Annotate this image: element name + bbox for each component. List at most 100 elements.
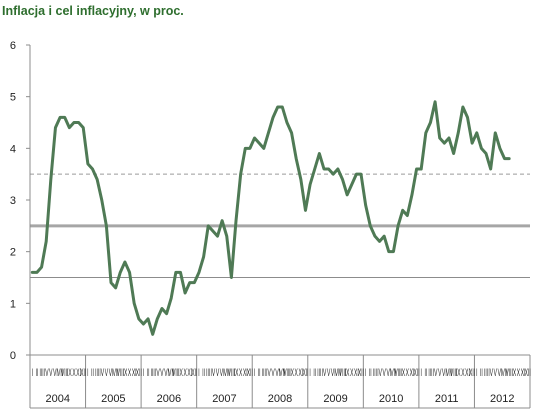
month-tick-2012-VIII: VIII [505,366,512,379]
month-tick-2004-II: II [36,366,39,379]
inflation-series-line [30,100,511,336]
month-tick-2005-II: II [91,366,94,379]
month-tick-2009-V: V [327,366,330,379]
month-tick-2005-XII: XII [136,366,142,379]
month-tick-2007-I: I [198,366,199,379]
month-tick-2012-VII: VII [502,366,508,379]
month-tick-2008-VI: VI [275,366,280,379]
month-tick-2011-II: II [424,366,427,379]
month-tick-2004-I: I [32,366,33,379]
month-tick-2011-X: X [461,366,464,379]
chart-title: Inflacja i cel inflacyjny, w proc. [2,4,184,18]
year-label-2007: 2007 [212,393,236,405]
month-tick-2007-III: III [206,366,210,379]
month-tick-2004-X: X [72,366,75,379]
month-tick-2006-V: V [160,366,163,379]
month-tick-2007-XI: XI [243,366,248,379]
month-tick-2010-IV: IV [377,366,382,379]
y-tick-label-0: 0 [10,350,16,362]
month-tick-2007-II: II [202,366,205,379]
month-tick-2012-I: I [476,366,477,379]
month-tick-2011-VIII: VIII [450,366,457,379]
month-tick-2004-VI: VI [53,366,58,379]
month-tick-2010-X: X [406,366,409,379]
month-tick-2011-III: III [428,366,432,379]
month-tick-2009-I: I [309,366,310,379]
y-tick-label-1: 1 [10,298,16,310]
month-tick-2004-IV: IV [44,366,49,379]
y-tick-label-3: 3 [10,195,16,207]
month-tick-2011-VII: VII [446,366,452,379]
month-tick-2006-IV: IV [155,366,160,379]
month-tick-2009-XII: XII [358,366,364,379]
month-tick-2004-VII: VII [57,366,63,379]
month-tick-2006-XII: XII [191,366,197,379]
month-tick-2011-IV: IV [433,366,438,379]
month-tick-2007-XII: XII [247,366,253,379]
month-tick-2008-V: V [271,366,274,379]
month-tick-2004-XI: XI [76,366,81,379]
month-tick-2010-VI: VI [386,366,391,379]
month-tick-2008-IV: IV [266,366,271,379]
year-label-2010: 2010 [379,393,403,405]
month-tick-2010-VII: VII [390,366,396,379]
month-tick-2004-V: V [49,366,52,379]
y-tick-label-6: 6 [10,40,16,52]
month-tick-2008-I: I [254,366,255,379]
month-tick-2009-VI: VI [331,366,336,379]
month-tick-2004-III: III [40,366,44,379]
month-tick-2006-VI: VI [164,366,169,379]
y-tick-label-2: 2 [10,247,16,259]
month-tick-2012-IX: IX [511,366,516,379]
month-tick-2006-II: II [147,366,150,379]
month-tick-2008-X: X [295,366,298,379]
month-tick-2008-II: II [258,366,261,379]
month-tick-2008-VII: VII [279,366,285,379]
month-tick-2012-XII: XII [525,366,531,379]
year-label-2004: 2004 [46,393,70,405]
month-tick-2009-II: II [313,366,316,379]
month-tick-2010-VIII: VIII [394,366,401,379]
month-tick-2007-VIII: VIII [228,366,235,379]
year-label-2005: 2005 [101,393,125,405]
month-tick-2005-I: I [87,366,88,379]
month-tick-2010-XII: XII [414,366,420,379]
year-label-2011: 2011 [435,393,459,405]
month-tick-2004-VIII: VIII [61,366,68,379]
month-tick-2008-XI: XI [298,366,303,379]
month-tick-2005-III: III [95,366,99,379]
month-tick-2011-V: V [438,366,441,379]
month-tick-2009-IV: IV [322,366,327,379]
y-tick-label-5: 5 [10,92,16,104]
month-tick-2006-X: X [183,366,186,379]
month-tick-2011-VI: VI [442,366,447,379]
year-label-2006: 2006 [157,393,181,405]
month-tick-2012-II: II [480,366,483,379]
month-tick-2011-IX: IX [456,366,461,379]
month-tick-2007-IV: IV [211,366,216,379]
month-tick-2004-XII: XII [80,366,86,379]
month-tick-2010-II: II [369,366,372,379]
month-tick-2009-X: X [350,366,353,379]
year-label-2009: 2009 [323,393,347,405]
month-tick-2005-VI: VI [109,366,114,379]
month-tick-2009-XI: XI [354,366,359,379]
month-tick-2007-X: X [239,366,242,379]
month-tick-2005-VII: VII [113,366,119,379]
month-tick-2009-IX: IX [345,366,350,379]
month-tick-2010-IX: IX [400,366,405,379]
month-tick-2012-V: V [494,366,497,379]
month-tick-2006-III: III [151,366,155,379]
month-tick-2006-IX: IX [178,366,183,379]
month-tick-2007-V: V [216,366,219,379]
month-tick-2008-IX: IX [289,366,294,379]
month-tick-2004-IX: IX [67,366,72,379]
month-tick-2007-VII: VII [224,366,230,379]
month-tick-2008-XII: XII [302,366,308,379]
month-tick-2012-IV: IV [488,366,493,379]
month-tick-2011-I: I [421,366,422,379]
month-tick-2005-IV: IV [99,366,104,379]
month-tick-2012-X: X [517,366,520,379]
year-label-2008: 2008 [268,393,292,405]
month-tick-2006-I: I [143,366,144,379]
